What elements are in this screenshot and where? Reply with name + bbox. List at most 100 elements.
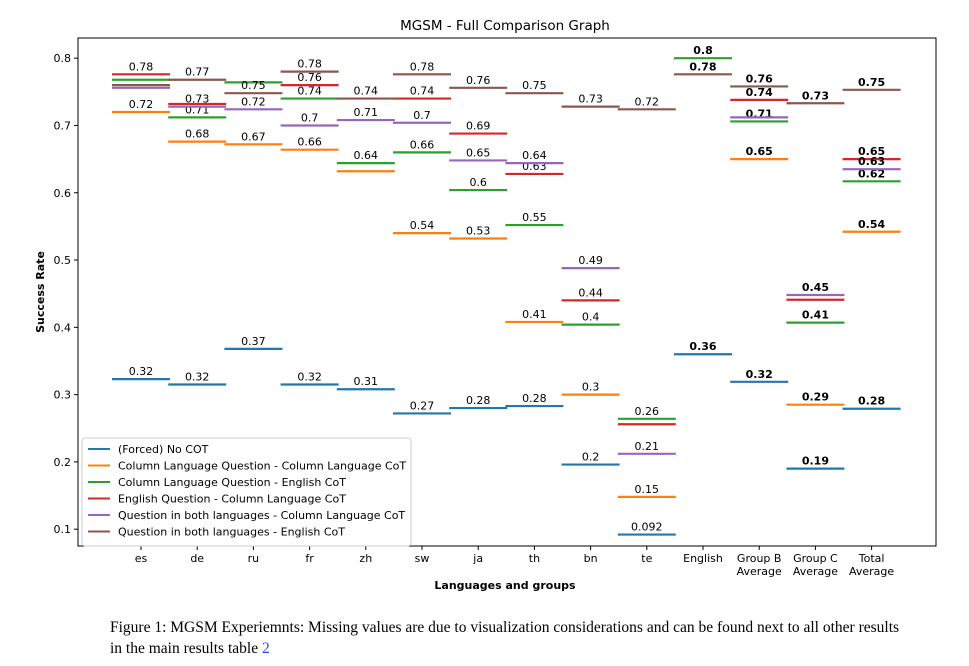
y-tick-label: 0.1 <box>54 523 72 536</box>
data-label: 0.31 <box>354 375 379 388</box>
legend-entry: Column Language Question - English CoT <box>118 476 346 489</box>
y-tick-label: 0.2 <box>54 456 72 469</box>
data-label: 0.32 <box>746 368 773 381</box>
x-tick-label: fr <box>305 552 314 565</box>
data-label: 0.76 <box>297 71 322 84</box>
x-tick-label: es <box>135 552 148 565</box>
y-tick-label: 0.8 <box>54 52 72 65</box>
legend-entry: Question in both languages - Column Lang… <box>118 509 405 522</box>
data-label: 0.65 <box>746 145 773 158</box>
data-label: 0.2 <box>582 451 600 464</box>
data-label: 0.74 <box>297 85 322 98</box>
data-label: 0.65 <box>466 146 491 159</box>
x-tick-label: th <box>529 552 540 565</box>
data-label: 0.32 <box>297 371 322 384</box>
data-label: 0.78 <box>297 58 322 71</box>
x-tick-label: Group B Average <box>737 552 782 578</box>
data-label: 0.62 <box>858 167 885 180</box>
data-label: 0.15 <box>635 483 660 496</box>
series-2: 0.710.740.640.660.60.550.40.260.80.710.4… <box>112 44 901 420</box>
data-label: 0.78 <box>410 60 435 73</box>
data-label: 0.76 <box>746 72 773 85</box>
data-label: 0.72 <box>129 98 154 111</box>
series-1: 0.720.68 0.67 0.660.54 0.530.410.30.150.650… <box>112 98 901 498</box>
data-label: 0.45 <box>802 281 829 294</box>
data-label: 0.28 <box>466 394 491 407</box>
legend: (Forced) No COT Column Language Question … <box>81 437 412 547</box>
plot-frame <box>77 37 937 547</box>
data-label: 0.53 <box>466 225 491 238</box>
data-label: 0.65 <box>858 145 885 158</box>
x-tick-label: zh <box>359 552 372 565</box>
data-label: 0.8 <box>693 44 713 57</box>
legend-entry: Question in both languages - English CoT <box>118 526 345 539</box>
data-label: 0.66 <box>410 138 435 151</box>
data-label: 0.63 <box>858 155 885 168</box>
y-axis-label: Success Rate <box>34 251 47 333</box>
data-label: 0.29 <box>802 391 829 404</box>
data-label: 0.7 <box>413 109 431 122</box>
y-tick-label: 0.5 <box>54 254 72 267</box>
data-label: 0.64 <box>354 149 379 162</box>
data-label: 0.54 <box>410 219 435 232</box>
data-label: 0.75 <box>858 76 885 89</box>
data-label: 0.72 <box>241 95 266 108</box>
y-tick-label: 0.4 <box>54 321 72 334</box>
legend-entry: (Forced) No COT <box>118 443 209 456</box>
y-tick-label: 0.7 <box>54 119 72 132</box>
data-label: 0.74 <box>410 85 435 98</box>
y-tick-label: 0.3 <box>54 389 72 402</box>
data-label: 0.28 <box>522 392 547 405</box>
data-label: 0.26 <box>635 405 660 418</box>
legend-entry: English Question - Column Language CoT <box>118 493 346 506</box>
y-tick-label: 0.6 <box>54 187 72 200</box>
x-tick-label: English <box>683 552 723 565</box>
data-label: 0.75 <box>522 79 547 92</box>
data-label: 0.36 <box>689 340 716 353</box>
data-label: 0.68 <box>185 128 210 141</box>
data-label: 0.49 <box>578 254 603 267</box>
x-tick-label: bn <box>584 552 598 565</box>
table-reference-link[interactable]: 2 <box>261 640 270 657</box>
chart-title: MGSM - Full Comparison Graph <box>400 18 610 34</box>
data-label: 0.092 <box>631 521 663 534</box>
data-label: 0.73 <box>185 93 210 106</box>
data-label: 0.28 <box>858 395 885 408</box>
data-label: 0.19 <box>802 455 829 468</box>
data-label: 0.32 <box>129 365 154 378</box>
x-tick-label: Total Average <box>849 552 894 578</box>
data-label: 0.41 <box>802 309 829 322</box>
data-label: 0.3 <box>582 381 600 394</box>
series-0: 0.32 0.32 0.37 0.32 0.31 0.27 0.28 0.28 0.2 0.092… <box>112 335 901 536</box>
data-label: 0.72 <box>635 95 660 108</box>
data-label: 0.67 <box>241 130 266 143</box>
data-label: 0.74 <box>354 85 379 98</box>
data-label: 0.71 <box>354 106 379 119</box>
data-label: 0.73 <box>802 89 829 102</box>
series-3: 0.780.760.740.690.630.440.740.65 <box>112 60 901 426</box>
series-4: 0.73 0.72 0.7 0.71 0.7 0.65 0.64 0.49 0.21 0.45 0.… <box>112 86 901 455</box>
x-tick-label: Group C Average <box>793 552 838 578</box>
data-label: 0.78 <box>129 60 154 73</box>
data-label: 0.75 <box>241 79 266 92</box>
data-label: 0.66 <box>297 136 322 149</box>
data-label: 0.44 <box>578 286 603 299</box>
data-label: 0.7 <box>301 111 319 124</box>
mgsm-comparison-chart: MGSM - Full Comparison Graph 0.1 0.2 0.3 0.… <box>34 18 937 592</box>
x-tick-label: ru <box>248 552 260 565</box>
data-label: 0.4 <box>582 311 600 324</box>
data-label: 0.76 <box>466 74 491 87</box>
x-tick-label: sw <box>415 552 430 565</box>
legend-box <box>81 437 412 547</box>
data-label: 0.32 <box>185 371 210 384</box>
figure-caption: Figure 1: MGSM Experiemnts: Missing valu… <box>110 617 900 659</box>
data-label: 0.41 <box>522 308 547 321</box>
data-label: 0.69 <box>466 120 491 133</box>
data-label: 0.27 <box>410 399 435 412</box>
x-axis-label: Languages and groups <box>434 579 576 592</box>
caption-text: Figure 1: MGSM Experiemnts: Missing valu… <box>110 619 900 657</box>
data-label: 0.78 <box>689 60 716 73</box>
data-label: 0.73 <box>578 93 603 106</box>
x-tick-label: de <box>190 552 204 565</box>
data-label: 0.54 <box>858 218 885 231</box>
